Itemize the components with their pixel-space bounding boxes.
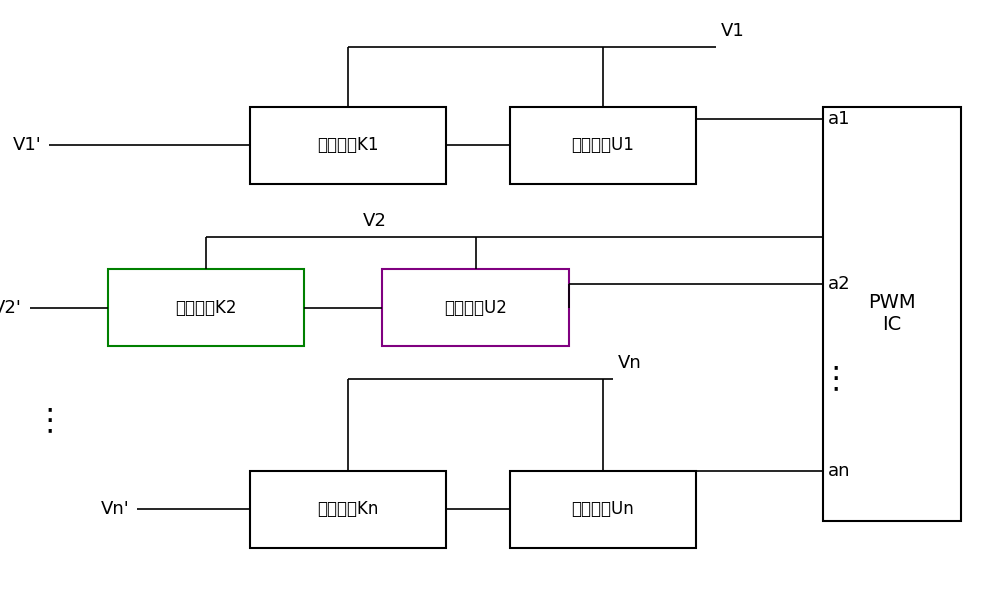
- Text: ⋮: ⋮: [34, 406, 64, 435]
- Text: V2': V2': [0, 299, 22, 317]
- Text: a2: a2: [828, 275, 851, 294]
- Text: an: an: [828, 461, 851, 480]
- Bar: [250, 471, 446, 548]
- Text: Vn': Vn': [101, 500, 130, 518]
- Text: PWM
IC: PWM IC: [868, 294, 916, 335]
- Bar: [108, 269, 304, 346]
- Text: V1': V1': [13, 136, 41, 154]
- Text: 延时电路U2: 延时电路U2: [444, 299, 507, 317]
- Text: 延时电路Un: 延时电路Un: [572, 500, 634, 518]
- Text: Vn: Vn: [618, 354, 641, 372]
- Text: 延时电路U1: 延时电路U1: [571, 136, 634, 154]
- Text: 开关电路Kn: 开关电路Kn: [317, 500, 379, 518]
- Text: ⋮: ⋮: [820, 364, 850, 393]
- Text: 开关电路K2: 开关电路K2: [175, 299, 237, 317]
- Text: 开关电路K1: 开关电路K1: [317, 136, 379, 154]
- Text: V1: V1: [720, 22, 744, 40]
- Bar: [510, 107, 696, 184]
- Bar: [382, 269, 569, 346]
- Bar: [823, 107, 961, 521]
- Text: a1: a1: [828, 109, 851, 127]
- Bar: [250, 107, 446, 184]
- Text: V2: V2: [363, 212, 387, 230]
- Bar: [510, 471, 696, 548]
